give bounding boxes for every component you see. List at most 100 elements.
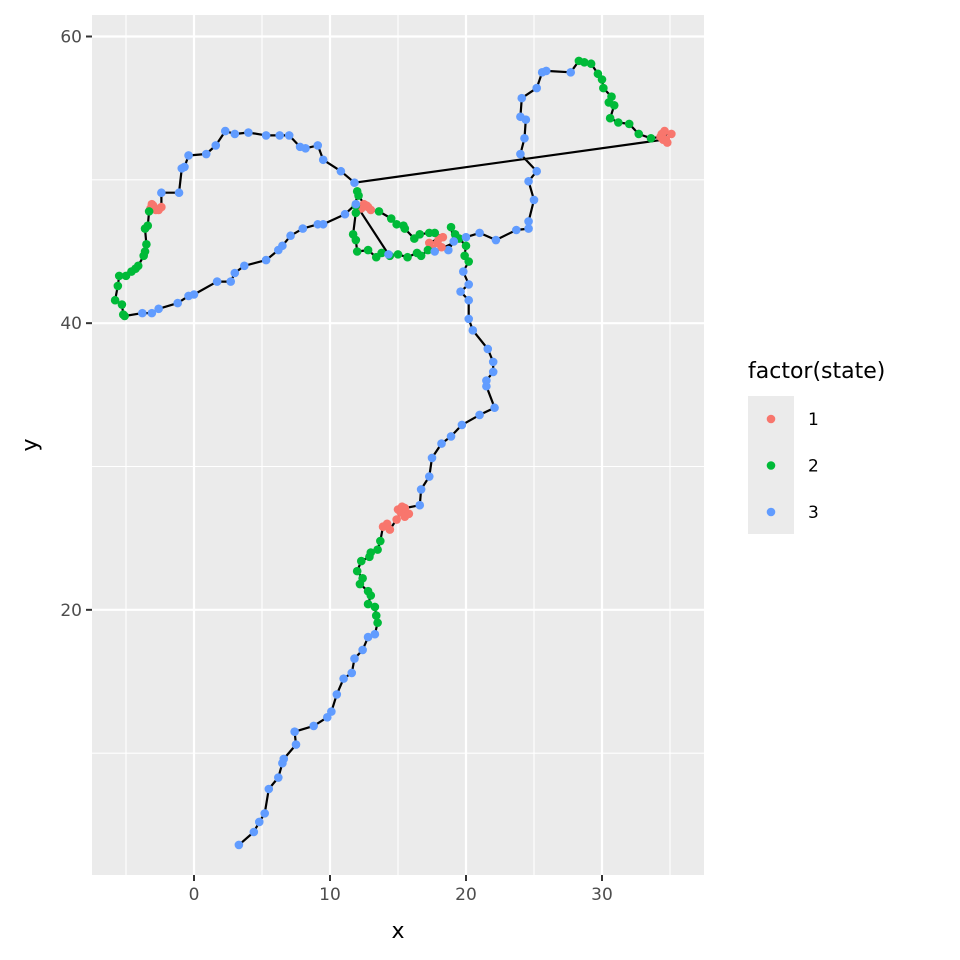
data-point-state-3 <box>347 668 357 678</box>
data-point-state-3 <box>340 209 350 219</box>
data-point-state-1 <box>658 135 668 144</box>
data-point-state-3 <box>524 217 533 226</box>
data-point-state-3 <box>482 376 491 385</box>
data-point-state-3 <box>475 228 484 238</box>
data-point-state-3 <box>313 141 323 150</box>
data-point-state-2 <box>386 214 396 223</box>
data-points <box>110 56 676 850</box>
data-point-state-3 <box>464 280 474 289</box>
data-point-state-3 <box>173 298 182 308</box>
data-point-state-2 <box>373 545 382 554</box>
legend: factor(state) 1 2 3 <box>748 359 885 534</box>
data-point-state-2 <box>392 219 401 229</box>
data-point-state-3 <box>475 410 484 420</box>
data-point-state-3 <box>370 629 380 639</box>
data-point-state-3 <box>284 131 294 140</box>
data-point-state-2 <box>356 556 366 566</box>
data-point-state-2 <box>376 536 385 546</box>
data-point-state-3 <box>524 176 533 186</box>
data-point-state-2 <box>450 230 460 239</box>
data-point-state-3 <box>157 188 166 198</box>
data-point-state-2 <box>599 83 608 93</box>
data-point-state-2 <box>416 251 426 261</box>
data-point-state-2 <box>609 101 619 110</box>
data-point-state-3 <box>532 83 542 93</box>
data-point-state-3 <box>566 68 576 77</box>
data-point-state-2 <box>140 224 150 233</box>
data-point-state-2 <box>393 250 403 259</box>
data-point-state-1 <box>385 525 395 534</box>
data-point-state-2 <box>352 187 362 196</box>
y-tick-label: 20 <box>60 601 82 621</box>
data-point-state-3 <box>363 632 373 642</box>
data-point-state-1 <box>438 232 448 242</box>
data-point-state-3 <box>458 267 468 276</box>
data-point-state-3 <box>384 250 393 259</box>
data-point-state-2 <box>352 247 362 256</box>
data-point-state-3 <box>234 840 244 850</box>
data-point-state-2 <box>646 133 656 143</box>
data-point-state-3 <box>230 129 240 139</box>
data-point-state-3 <box>446 432 456 441</box>
data-point-state-2 <box>363 599 373 609</box>
data-point-state-2 <box>144 207 154 216</box>
y-axis-title: y <box>18 438 43 451</box>
data-point-state-2 <box>121 271 131 281</box>
data-point-state-2 <box>352 566 362 576</box>
data-point-state-1 <box>667 129 676 139</box>
x-tick-label: 10 <box>319 885 341 905</box>
y-tick-label: 40 <box>60 314 82 334</box>
data-point-state-3 <box>358 645 367 655</box>
data-point-state-2 <box>605 113 615 123</box>
data-point-state-3 <box>430 247 440 256</box>
data-point-state-3 <box>464 314 474 324</box>
data-point-state-2 <box>351 235 361 245</box>
x-axis-title: x <box>391 919 404 944</box>
data-point-state-3 <box>416 485 426 494</box>
data-point-state-3 <box>449 237 459 246</box>
data-point-state-3 <box>327 707 336 716</box>
data-point-state-2 <box>624 119 634 129</box>
data-point-state-2 <box>403 252 412 262</box>
data-point-state-3 <box>318 219 328 229</box>
data-point-state-1 <box>359 199 369 209</box>
data-point-state-3 <box>154 304 163 314</box>
data-point-state-3 <box>491 235 501 245</box>
data-point-state-1 <box>393 505 403 514</box>
data-point-state-2 <box>366 548 376 557</box>
data-point-state-3 <box>249 827 259 837</box>
data-point-state-1 <box>424 238 434 248</box>
legend-key-2 <box>766 461 776 470</box>
data-point-state-2 <box>370 602 380 612</box>
data-point-state-3 <box>212 277 222 286</box>
data-point-state-2 <box>358 574 367 583</box>
data-point-state-3 <box>279 754 289 764</box>
data-point-state-3 <box>490 403 499 413</box>
data-point-state-3 <box>488 367 498 377</box>
data-point-state-2 <box>139 251 148 261</box>
legend-label-2: 2 <box>808 457 819 477</box>
data-point-state-3 <box>332 690 342 699</box>
data-point-state-3 <box>264 784 274 794</box>
data-point-state-3 <box>456 287 465 296</box>
y-axis: 20 40 60 <box>60 28 92 621</box>
data-point-state-3 <box>444 245 453 255</box>
x-axis: 0 10 20 30 <box>189 875 613 905</box>
data-point-state-1 <box>400 512 410 521</box>
data-point-state-3 <box>291 740 301 749</box>
data-point-state-3 <box>286 231 295 241</box>
x-tick-label: 30 <box>591 885 613 905</box>
data-point-state-3 <box>541 66 551 76</box>
data-point-state-3 <box>220 126 230 136</box>
legend-label-3: 3 <box>808 503 819 523</box>
data-point-state-2 <box>114 271 124 281</box>
data-point-state-3 <box>138 308 147 318</box>
data-point-state-3 <box>290 727 299 736</box>
data-point-state-3 <box>226 277 236 286</box>
data-point-state-2 <box>374 207 384 216</box>
data-point-state-3 <box>230 268 240 278</box>
data-point-state-3 <box>350 178 359 187</box>
legend-key-3 <box>766 507 776 517</box>
data-point-state-3 <box>351 199 361 209</box>
